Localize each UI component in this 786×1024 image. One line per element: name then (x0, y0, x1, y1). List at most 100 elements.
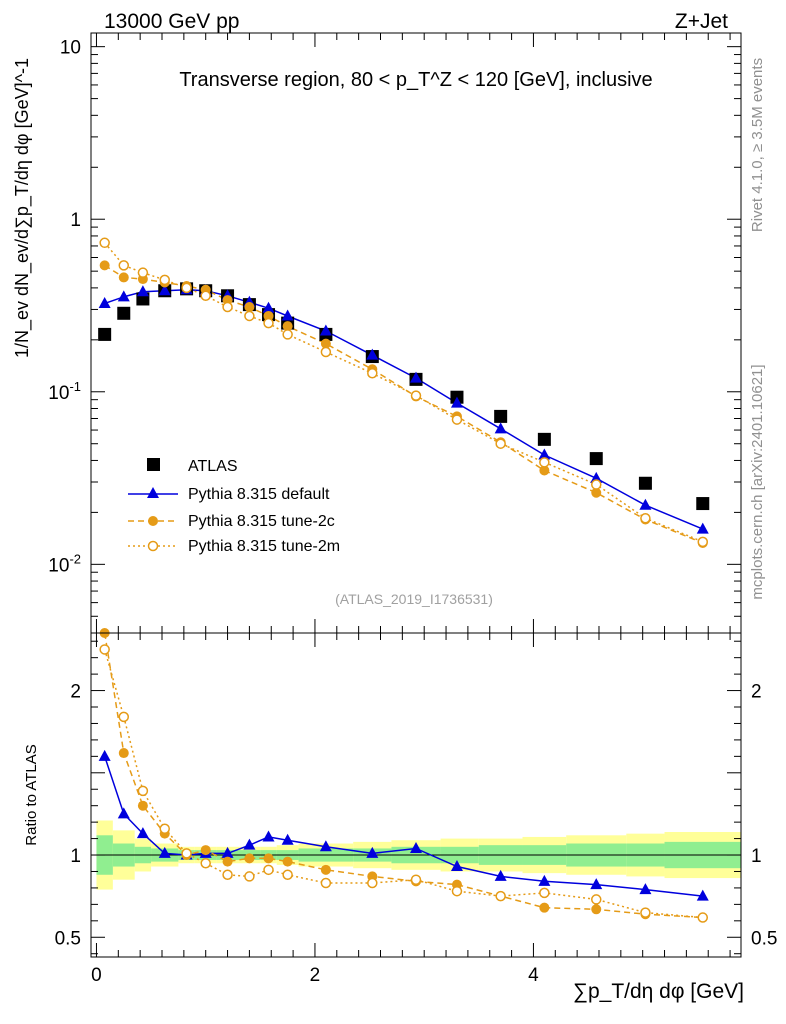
ratio-y-tick-label-right: 0.5 (751, 928, 777, 949)
ratio-point-pythia-8-315-tune-2c (137, 800, 148, 811)
main-point-pythia-8-315-default (538, 448, 551, 460)
ratio-point-pythia-8-315-default (494, 869, 507, 881)
ratio-point-pythia-8-315-tune-2c (320, 864, 331, 875)
main-point-atlas (537, 432, 551, 446)
ratio-y-tick-label: 2 (70, 682, 81, 703)
main-point-pythia-8-315-default (410, 371, 422, 383)
analysis-id: (ATLAS_2019_I1736531) (335, 591, 493, 607)
ratio-point-pythia-8-315-tune-2m (451, 885, 463, 897)
ratio-point-pythia-8-315-tune-2m (539, 887, 550, 899)
ratio-point-pythia-8-315-default (696, 889, 709, 901)
x-tick-label: 2 (310, 965, 321, 986)
ratio-point-pythia-8-315-default (243, 838, 256, 850)
ratio-point-pythia-8-315-tune-2m (244, 871, 255, 882)
main-point-atlas (494, 409, 508, 423)
ratio-point-pythia-8-315-tune-2m (367, 877, 378, 889)
main-point-pythia-8-315-tune-2m (697, 536, 709, 548)
main-point-pythia-8-315-tune-2c (320, 338, 331, 349)
main-point-pythia-8-315-tune-2m (282, 329, 293, 340)
main-point-pythia-8-315-tune-2c (263, 310, 274, 321)
main-point-pythia-8-315-tune-2m (200, 290, 211, 302)
main-point-pythia-8-315-tune-2m (181, 282, 192, 294)
ratio-point-pythia-8-315-default (538, 874, 551, 886)
main-y-axis-title: 1/N_ev dN_ev/d∑p_T/dη dφ [GeV]^-1 (12, 58, 33, 358)
legend-label-tune-2c: Pythia 8.315 tune-2c (188, 513, 335, 530)
ratio-point-pythia-8-315-tune-2m (591, 894, 602, 905)
ratio-line-pythia-8-315-tune-2c (103, 632, 703, 919)
main-point-pythia-8-315-tune-2m (539, 457, 550, 468)
main-point-pythia-8-315-default (639, 498, 652, 510)
ratio-point-pythia-8-315-tune-2m (200, 858, 211, 869)
ratio-point-pythia-8-315-tune-2c (118, 748, 129, 759)
ratio-point-pythia-8-315-tune-2c (200, 845, 211, 856)
ratio-y-tick-label-right: 2 (751, 682, 762, 703)
ratio-point-pythia-8-315-default (281, 833, 294, 845)
ratio-point-pythia-8-315-default (590, 878, 603, 890)
main-y-tick-label: 10-1 (48, 379, 81, 404)
main-point-atlas (638, 476, 652, 490)
main-point-pythia-8-315-tune-2m (410, 390, 422, 401)
main-point-pythia-8-315-tune-2c (118, 272, 129, 283)
ratio-point-pythia-8-315-tune-2c (222, 856, 233, 867)
main-point-pythia-8-315-default (117, 290, 130, 302)
main-point-pythia-8-315-default (98, 296, 111, 308)
ratio-point-pythia-8-315-tune-2m (640, 907, 651, 918)
main-point-pythia-8-315-default (158, 284, 171, 296)
main-y-tick-label: 10 (60, 38, 81, 59)
ratio-point-pythia-8-315-tune-2c (263, 853, 274, 864)
main-point-pythia-8-315-tune-2c (591, 487, 602, 498)
ratio-plot-frame (90, 632, 742, 958)
main-point-pythia-8-315-tune-2m (118, 260, 130, 271)
ratio-point-pythia-8-315-tune-2c (282, 856, 293, 867)
main-y-tick-label: 10-2 (48, 551, 81, 576)
legend-marker-default (128, 487, 178, 498)
beam-label: 13000 GeV pp (104, 10, 239, 33)
ratio-point-pythia-8-315-tune-2m (181, 848, 192, 859)
ratio-point-pythia-8-315-tune-2m (137, 785, 149, 797)
main-point-pythia-8-315-tune-2m (99, 237, 110, 249)
ratio-point-pythia-8-315-tune-2c (591, 904, 602, 915)
ratio-point-pythia-8-315-tune-2m (263, 864, 274, 876)
legend-marker-atlas (147, 458, 160, 471)
main-point-pythia-8-315-tune-2m (222, 301, 233, 313)
x-tick-label: 0 (91, 965, 102, 986)
main-point-pythia-8-315-tune-2m (244, 310, 255, 322)
ratio-point-pythia-8-315-tune-2m (282, 869, 293, 881)
ratio-point-pythia-8-315-tune-2m (118, 711, 130, 723)
main-point-pythia-8-315-tune-2c (539, 465, 550, 476)
main-point-pythia-8-315-tune-2c (99, 260, 110, 271)
ratio-y-axis-title: Ratio to ATLAS (23, 744, 40, 845)
legend: ATLAS Pythia 8.315 default Pythia 8.315 … (128, 458, 340, 555)
ratio-y-tick-label-right: 1 (751, 846, 762, 867)
main-point-pythia-8-315-default (450, 396, 463, 408)
ratio-point-pythia-8-315-default (98, 749, 111, 761)
main-point-pythia-8-315-default (136, 285, 149, 297)
main-point-pythia-8-315-tune-2m (451, 414, 463, 425)
main-point-atlas (117, 306, 131, 320)
legend-marker-tune-2m (128, 540, 178, 552)
ratio-point-pythia-8-315-tune-2m (697, 912, 709, 923)
main-point-pythia-8-315-default (281, 309, 294, 321)
ratio-point-pythia-8-315-tune-2m (320, 877, 332, 889)
ratio-point-pythia-8-315-default (410, 841, 422, 853)
ratio-point-pythia-8-315-tune-2m (99, 644, 110, 655)
ratio-line-pythia-8-315-default (103, 756, 703, 897)
main-point-atlas (98, 327, 112, 341)
main-point-pythia-8-315-tune-2m (159, 274, 170, 286)
main-point-pythia-8-315-tune-2m (137, 267, 149, 278)
ratio-point-pythia-8-315-tune-2m (410, 874, 422, 885)
ratio-point-pythia-8-315-tune-2c (244, 853, 255, 864)
side-label-top: Rivet 4.1.0, ≥ 3.5M events (749, 58, 766, 232)
ratio-point-pythia-8-315-default (158, 846, 171, 858)
main-point-pythia-8-315-tune-2m (640, 512, 651, 524)
main-point-pythia-8-315-default (590, 471, 603, 483)
legend-label-atlas: ATLAS (188, 458, 238, 475)
main-y-tick-label: 1 (70, 210, 81, 231)
main-point-pythia-8-315-tune-2m (320, 346, 332, 358)
ratio-point-pythia-8-315-tune-2m (495, 890, 506, 902)
main-point-pythia-8-315-tune-2m (495, 438, 506, 449)
ratio-y-tick-label: 0.5 (55, 928, 81, 949)
ratio-point-pythia-8-315-tune-2c (539, 902, 550, 913)
legend-marker-tune-2c (128, 516, 178, 526)
